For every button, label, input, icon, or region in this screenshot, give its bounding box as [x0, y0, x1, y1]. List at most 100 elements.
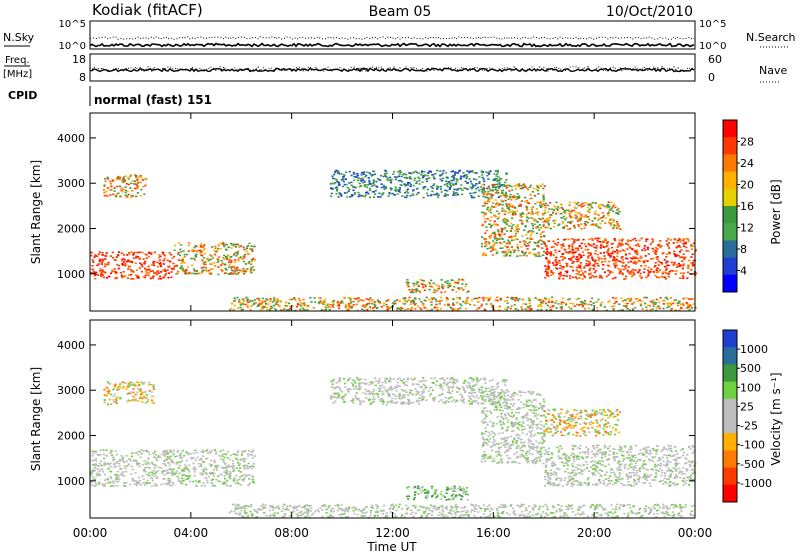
echo-cell [195, 250, 198, 252]
echo-cell [445, 499, 448, 501]
echo-cell [399, 379, 402, 381]
echo-cell [356, 174, 359, 177]
echo-cell [511, 298, 514, 301]
echo-cell [392, 378, 395, 380]
echo-cell [132, 384, 135, 386]
echo-cell [237, 244, 240, 246]
echo-cell [471, 401, 474, 404]
echo-cell [489, 211, 492, 214]
echo-cell [494, 205, 497, 208]
echo-cell [509, 307, 512, 310]
echo-cell [388, 381, 391, 383]
echo-cell [249, 309, 252, 311]
echo-cell [171, 459, 174, 461]
echo-cell [682, 258, 686, 261]
echo-cell [529, 238, 532, 240]
echo-cell [158, 254, 161, 256]
echo-cell [131, 382, 134, 384]
echo-cell [145, 461, 148, 463]
echo-cell [186, 266, 189, 268]
echo-cell [130, 273, 133, 276]
echo-cell [170, 460, 173, 463]
echo-cell [535, 208, 538, 210]
echo-cell [513, 196, 516, 199]
echo-cell [607, 212, 611, 214]
echo-cell [153, 473, 156, 475]
echo-cell [198, 459, 201, 461]
echo-cell [536, 244, 539, 247]
echo-cell [354, 382, 357, 384]
echo-cell [246, 252, 249, 255]
echo-cell [639, 255, 642, 258]
echo-cell [136, 179, 139, 182]
echo-cell [160, 483, 163, 486]
echo-cell [238, 269, 241, 271]
echo-cell [483, 204, 486, 207]
colorbar-segment [723, 274, 737, 293]
echo-cell [510, 227, 514, 230]
echo-cell [490, 195, 493, 198]
echo-cell [484, 191, 487, 193]
echo-cell [243, 450, 246, 452]
echo-cell [559, 267, 562, 269]
echo-cell [270, 299, 273, 301]
echo-cell [542, 221, 545, 223]
echo-cell [243, 512, 247, 514]
echo-cell [504, 181, 507, 184]
echo-cell [260, 304, 263, 306]
echo-cell [617, 207, 620, 210]
echo-cell [204, 457, 207, 460]
echo-cell [119, 396, 122, 399]
echo-cell [402, 390, 405, 392]
echo-cell [287, 302, 290, 305]
echo-cell [431, 187, 434, 189]
echo-cell [677, 239, 680, 242]
echo-cell [661, 252, 664, 255]
echo-cell [147, 274, 150, 277]
echo-cell [134, 472, 137, 474]
echo-cell [367, 298, 371, 301]
echo-cell [353, 173, 356, 175]
echo-cell [644, 260, 647, 262]
echo-cell [571, 504, 574, 506]
echo-cell [145, 178, 148, 181]
echo-cell [140, 188, 143, 191]
echo-cell [414, 170, 417, 173]
echo-cell [146, 466, 149, 469]
echo-cell [530, 212, 533, 215]
echo-cell [452, 487, 456, 489]
echo-cell [595, 275, 598, 278]
echo-cell [635, 298, 638, 300]
echo-cell [366, 183, 369, 186]
echo-cell [463, 187, 466, 189]
echo-cell [588, 263, 591, 265]
echo-cell [351, 383, 355, 386]
echo-cell [446, 391, 449, 394]
echo-cell [489, 303, 492, 305]
echo-cell [383, 302, 386, 304]
echo-cell [322, 300, 325, 302]
echo-cell [678, 239, 681, 241]
echo-cell [539, 185, 542, 187]
echo-cell [94, 464, 97, 467]
echo-cell [165, 451, 168, 453]
echo-cell [600, 217, 603, 219]
echo-cell [504, 193, 507, 195]
echo-cell [496, 217, 499, 220]
echo-cell [181, 449, 184, 452]
echo-cell [675, 246, 678, 249]
echo-cell [449, 396, 452, 399]
echo-cell [611, 221, 615, 223]
echo-cell [368, 182, 371, 185]
echo-cell [450, 184, 453, 187]
echo-cell [503, 391, 506, 393]
echo-cell [147, 451, 150, 453]
echo-cell [581, 305, 584, 308]
echo-cell [206, 257, 209, 260]
echo-cell [213, 485, 216, 487]
echo-cell [217, 247, 220, 250]
echo-cell [645, 306, 648, 309]
echo-cell [227, 246, 230, 248]
echo-cell [117, 192, 120, 195]
echo-cell [557, 224, 560, 227]
